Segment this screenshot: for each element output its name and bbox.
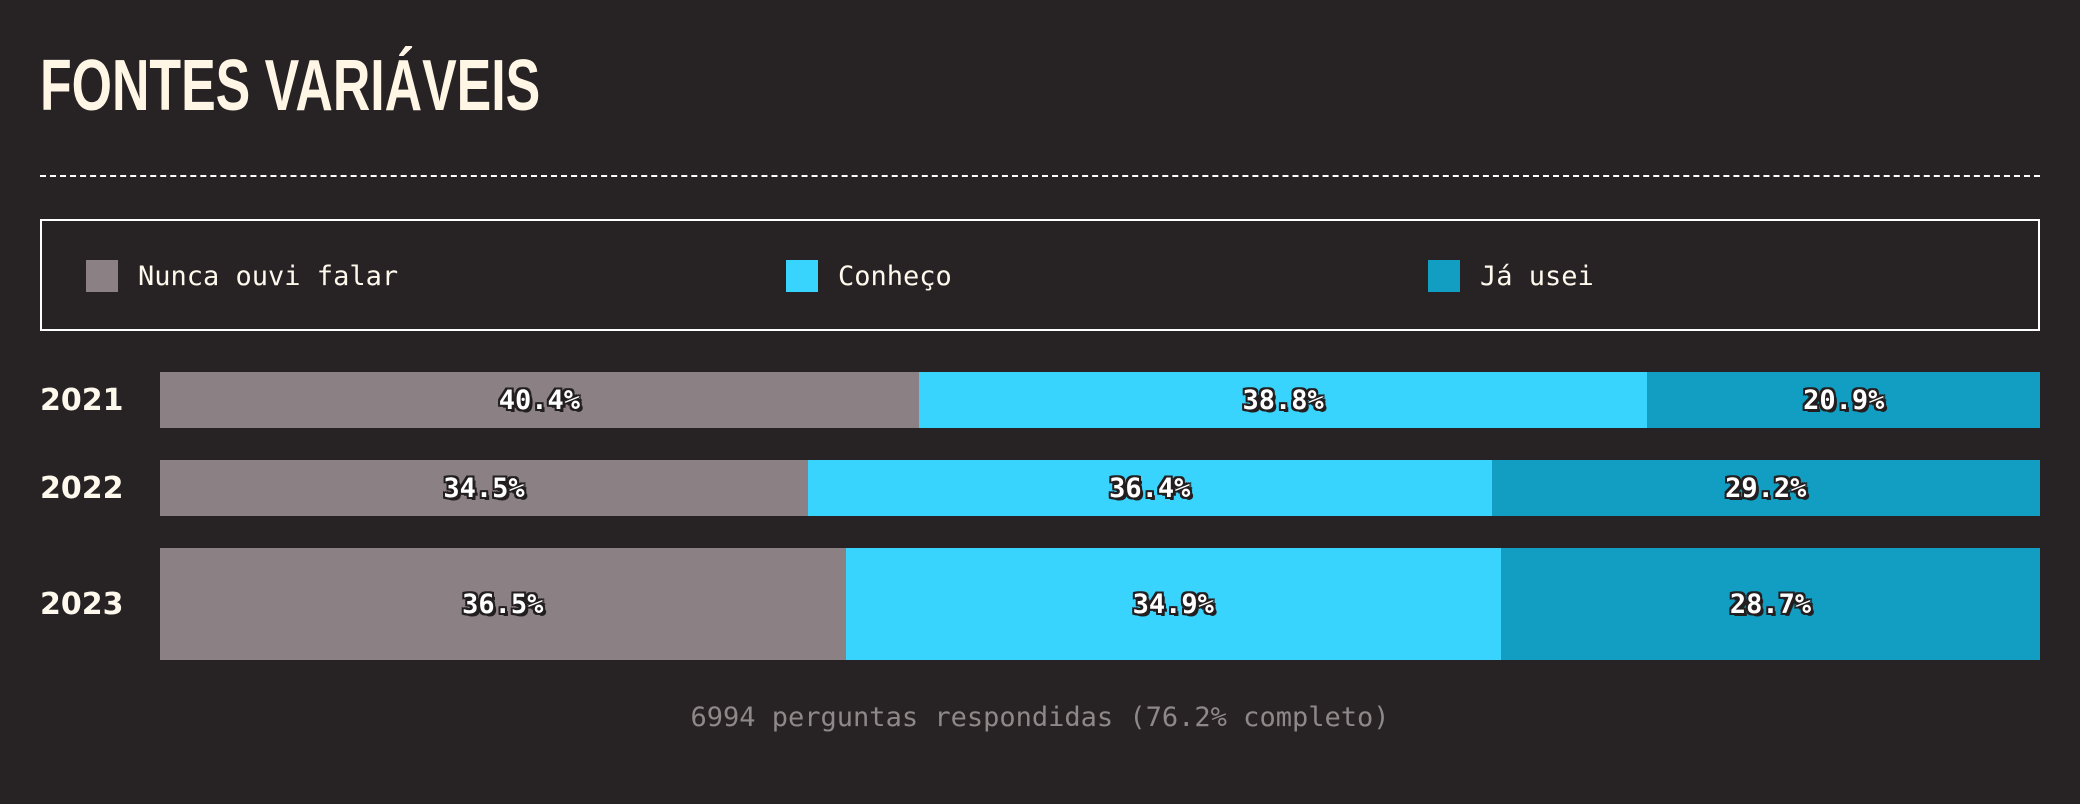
data-label: 20.9% <box>1803 384 1885 416</box>
bar-segment-2022-3: 29.2% <box>1491 460 2040 516</box>
data-label: 28.7% <box>1729 588 1812 620</box>
data-label: 40.4% <box>498 384 581 416</box>
bar-2021: 40.4% 38.8% 20.9% <box>160 372 2040 428</box>
bar-segment-2021-2: 38.8% <box>918 372 1648 428</box>
row-label-2021: 2021 <box>40 382 124 418</box>
data-label: 38.8% <box>1242 384 1324 416</box>
legend-swatch <box>1428 260 1460 292</box>
chart-title: FONTES VARIÁVEIS <box>40 46 541 126</box>
bar-segment-2022-2: 36.4% <box>807 460 1492 516</box>
bar-2022: 34.5% 36.4% 29.2% <box>160 460 2040 516</box>
row-label-2022: 2022 <box>40 470 124 506</box>
legend-label: Já usei <box>1480 260 1594 292</box>
bar-segment-2022-1: 34.5% <box>160 460 808 516</box>
data-label: 36.4% <box>1109 472 1191 504</box>
legend-item-ja-usei: Já usei <box>1428 260 1594 292</box>
legend: Nunca ouvi falar Conheço Já usei <box>40 219 2040 331</box>
legend-item-nunca-ouvi-falar: Nunca ouvi falar <box>86 260 398 292</box>
row-label-2023: 2023 <box>40 586 124 622</box>
responses-footer: 6994 perguntas respondidas (76.2% comple… <box>690 702 1390 733</box>
dashed-divider <box>40 175 2040 177</box>
data-label: 29.2% <box>1725 472 1807 504</box>
data-label: 34.9% <box>1132 588 1214 620</box>
data-label: 34.5% <box>443 472 525 504</box>
bar-segment-2023-2: 34.9% <box>845 548 1501 660</box>
bar-segment-2023-3: 28.7% <box>1500 548 2040 660</box>
legend-label: Nunca ouvi falar <box>138 260 399 292</box>
bar-segment-2021-1: 40.4% <box>160 372 919 428</box>
legend-swatch <box>786 260 818 292</box>
legend-label: Conheço <box>838 260 952 292</box>
legend-item-conheco: Conheço <box>786 260 952 292</box>
bar-segment-2023-1: 36.5% <box>160 548 846 660</box>
bar-segment-2021-3: 20.9% <box>1647 372 2040 428</box>
data-label: 36.5% <box>462 588 544 620</box>
legend-swatch <box>86 260 118 292</box>
bar-2023: 36.5% 34.9% 28.7% <box>160 548 2040 660</box>
